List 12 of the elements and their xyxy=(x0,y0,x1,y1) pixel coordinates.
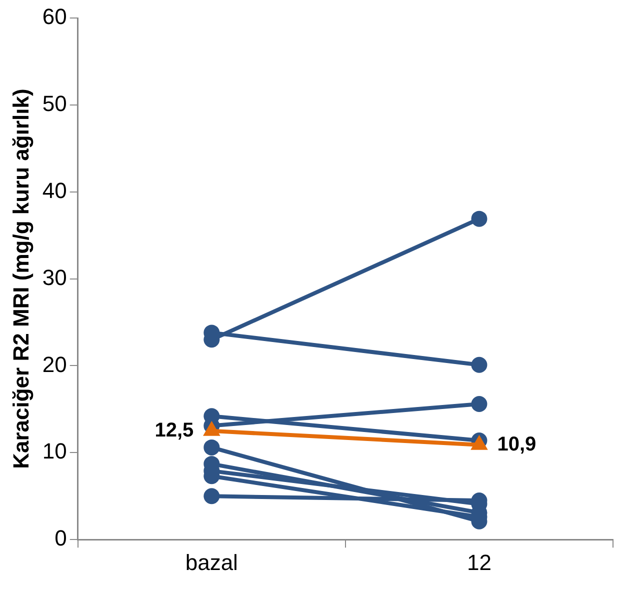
x-tick-label: 12 xyxy=(466,550,492,575)
y-tick-label: 10 xyxy=(42,438,67,464)
y-tick-label: 60 xyxy=(42,4,67,30)
x-tick-label: bazal xyxy=(185,550,238,575)
y-axis-title: Karaciğer R2 MRI (mg/g kuru ağırlık) xyxy=(8,88,34,469)
y-tick-label: 30 xyxy=(42,264,67,290)
y-tick-label: 0 xyxy=(54,526,67,551)
y-tick-label: 20 xyxy=(42,352,67,377)
y-tick-label: 40 xyxy=(42,178,67,203)
data-label: 10,9 xyxy=(497,433,536,456)
y-tick-label: 50 xyxy=(42,90,67,116)
data-label: 12,5 xyxy=(154,419,194,442)
